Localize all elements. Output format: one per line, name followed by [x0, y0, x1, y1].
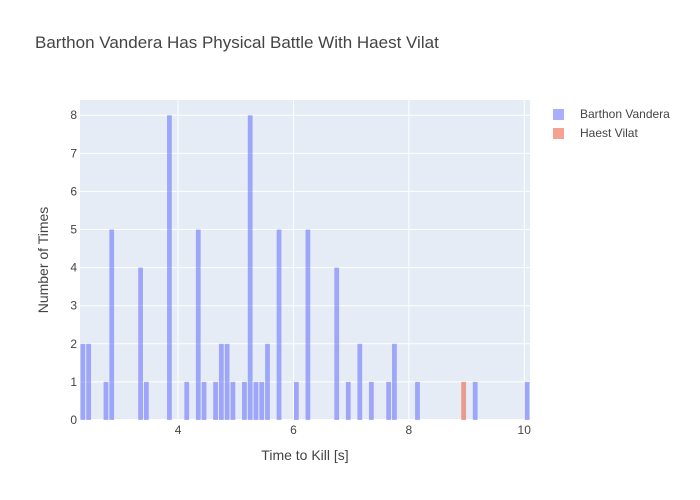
bar-barthon-vandera[interactable]: [386, 381, 392, 420]
bar-barthon-vandera[interactable]: [357, 343, 363, 420]
bar-barthon-vandera[interactable]: [86, 343, 92, 420]
bar-barthon-vandera[interactable]: [230, 381, 236, 420]
x-axis-label: Time to Kill [s]: [261, 447, 349, 463]
bar-barthon-vandera[interactable]: [213, 381, 218, 420]
bar-barthon-vandera[interactable]: [293, 381, 299, 420]
y-tick-label: 4: [70, 261, 77, 275]
x-tick-label: 10: [518, 423, 532, 437]
y-tick-label: 2: [70, 337, 77, 351]
bar-barthon-vandera[interactable]: [80, 343, 86, 420]
bar-barthon-vandera[interactable]: [253, 381, 259, 420]
bar-barthon-vandera[interactable]: [109, 229, 115, 420]
y-tick-label: 6: [70, 184, 77, 198]
legend-item-barthon-vandera[interactable]: Barthon Vandera: [553, 107, 670, 121]
legend-item-haest-vilat[interactable]: Haest Vilat: [553, 126, 638, 140]
bar-barthon-vandera[interactable]: [415, 381, 420, 420]
legend-label-haest-vilat: Haest Vilat: [580, 126, 638, 140]
bar-haest-vilat[interactable]: [461, 381, 467, 420]
bar-barthon-vandera[interactable]: [472, 381, 478, 420]
bar-barthon-vandera[interactable]: [167, 115, 172, 420]
chart-title: Barthon Vandera Has Physical Battle With…: [35, 33, 439, 52]
tick-layer: 4 6 8 10 0 1 2 3 4 5 6 7 8: [70, 108, 531, 437]
bar-barthon-vandera[interactable]: [265, 343, 270, 420]
bar-barthon-vandera[interactable]: [368, 381, 374, 420]
bar-barthon-vandera[interactable]: [138, 267, 143, 420]
bar-barthon-vandera[interactable]: [195, 229, 201, 420]
bar-barthon-vandera[interactable]: [242, 381, 247, 420]
bar-barthon-vandera[interactable]: [524, 381, 530, 420]
bar-barthon-vandera[interactable]: [334, 267, 340, 420]
y-tick-label: 3: [70, 299, 77, 313]
bar-layer: [80, 115, 530, 420]
bar-barthon-vandera[interactable]: [184, 381, 190, 420]
y-axis-label: Number of Times: [35, 206, 51, 314]
x-tick-label: 4: [175, 423, 182, 437]
y-tick-label: 0: [70, 413, 77, 427]
legend-swatch-barthon-vandera: [553, 108, 564, 120]
y-tick-label: 7: [70, 146, 77, 160]
bar-barthon-vandera[interactable]: [276, 229, 282, 420]
bar-barthon-vandera[interactable]: [143, 381, 149, 420]
bar-barthon-vandera[interactable]: [247, 115, 253, 420]
plot-background: [80, 100, 530, 420]
grid-layer: [80, 100, 530, 421]
legend-swatch-haest-vilat: [553, 127, 564, 139]
y-tick-label: 1: [70, 375, 77, 389]
bar-barthon-vandera[interactable]: [224, 343, 230, 420]
bar-barthon-vandera[interactable]: [103, 381, 109, 420]
bar-barthon-vandera[interactable]: [345, 381, 351, 420]
x-tick-label: 8: [406, 423, 413, 437]
y-tick-label: 8: [70, 108, 77, 122]
x-tick-label: 6: [290, 423, 297, 437]
bar-barthon-vandera[interactable]: [392, 343, 397, 420]
bar-barthon-vandera[interactable]: [218, 343, 224, 420]
bar-barthon-vandera[interactable]: [305, 229, 311, 420]
bar-barthon-vandera[interactable]: [201, 381, 207, 420]
y-tick-label: 5: [70, 223, 77, 237]
legend-label-barthon-vandera: Barthon Vandera: [580, 107, 670, 121]
bar-barthon-vandera[interactable]: [259, 381, 265, 420]
